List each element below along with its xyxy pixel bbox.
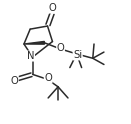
Text: O: O bbox=[57, 43, 64, 53]
Polygon shape bbox=[24, 41, 45, 44]
Text: O: O bbox=[49, 3, 56, 13]
Text: O: O bbox=[10, 76, 18, 86]
Text: N: N bbox=[27, 51, 35, 61]
Text: Si: Si bbox=[73, 50, 82, 60]
Text: O: O bbox=[44, 73, 52, 83]
